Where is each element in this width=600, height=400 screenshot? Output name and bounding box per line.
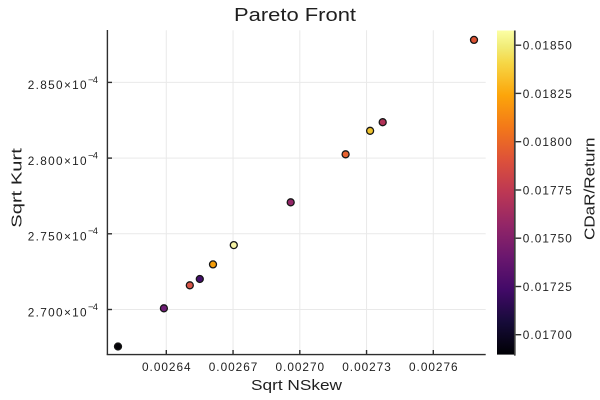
svg-text:0.01775: 0.01775 [523,184,572,198]
svg-text:0.00267: 0.00267 [209,360,258,374]
svg-text:Sqrt NSkew: Sqrt NSkew [251,377,342,394]
svg-text:0.00264: 0.00264 [142,360,191,374]
svg-text:0.00270: 0.00270 [276,360,325,374]
svg-text:0.01700: 0.01700 [523,328,572,342]
svg-text:−4: −4 [88,301,98,312]
svg-text:0.01850: 0.01850 [523,39,572,53]
svg-text:0.01800: 0.01800 [523,135,572,149]
svg-text:0.01825: 0.01825 [523,87,572,101]
svg-text:2.750×10: 2.750×10 [28,230,87,244]
svg-text:Pareto Front: Pareto Front [234,4,356,25]
svg-text:2.700×10: 2.700×10 [28,305,87,319]
svg-text:−4: −4 [88,225,98,236]
svg-text:Sqrt Kurt: Sqrt Kurt [9,147,26,228]
svg-text:0.01750: 0.01750 [523,232,572,246]
svg-text:−4: −4 [88,74,98,85]
svg-text:0.00273: 0.00273 [342,360,391,374]
svg-text:−4: −4 [88,150,98,161]
svg-text:2.800×10: 2.800×10 [28,154,87,168]
svg-text:2.850×10: 2.850×10 [28,78,87,92]
svg-text:0.00276: 0.00276 [409,360,458,374]
svg-text:CDaR/Return: CDaR/Return [582,138,599,241]
svg-text:0.01725: 0.01725 [523,280,572,294]
